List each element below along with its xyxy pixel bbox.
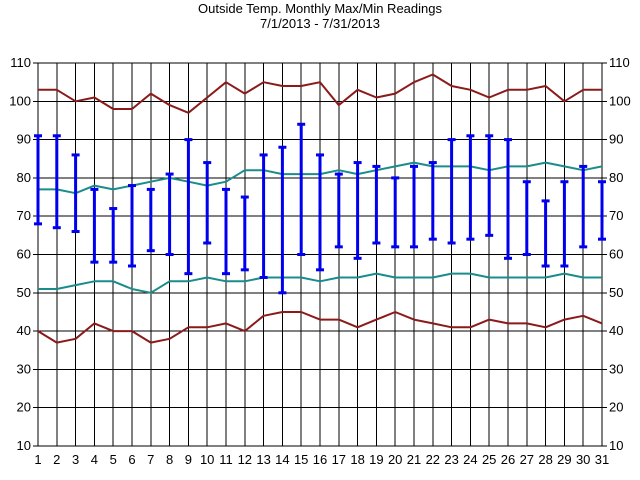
x-tick-label: 10 bbox=[200, 452, 214, 467]
y-tick-label-left: 10 bbox=[17, 438, 31, 453]
y-tick-label-right: 30 bbox=[609, 361, 623, 376]
y-tick-label-right: 10 bbox=[609, 438, 623, 453]
y-tick-label-right: 80 bbox=[609, 170, 623, 185]
x-tick-label: 29 bbox=[557, 452, 571, 467]
x-tick-label: 4 bbox=[91, 452, 98, 467]
y-tick-label-left: 110 bbox=[10, 55, 31, 70]
y-tick-label-left: 60 bbox=[17, 247, 31, 262]
chart-title: Outside Temp. Monthly Max/Min Readings bbox=[198, 1, 442, 16]
normal-low-line bbox=[38, 272, 602, 294]
y-tick-label-right: 20 bbox=[609, 400, 623, 415]
y-tick-label-left: 30 bbox=[17, 361, 31, 376]
x-tick-label: 13 bbox=[256, 452, 270, 467]
y-tick-label-right: 60 bbox=[609, 247, 623, 262]
record-high-line bbox=[38, 73, 602, 114]
y-tick-label-left: 90 bbox=[17, 132, 31, 147]
x-tick-label: 22 bbox=[426, 452, 440, 467]
y-tick-label-right: 110 bbox=[609, 55, 630, 70]
x-tick-label: 9 bbox=[185, 452, 192, 467]
y-tick-label-left: 40 bbox=[17, 323, 31, 338]
x-tick-label: 18 bbox=[350, 452, 364, 467]
x-tick-label: 6 bbox=[128, 452, 135, 467]
y-tick-label-left: 80 bbox=[17, 170, 31, 185]
x-tick-label: 19 bbox=[369, 452, 383, 467]
x-tick-label: 16 bbox=[313, 452, 327, 467]
x-tick-label: 27 bbox=[520, 452, 534, 467]
x-tick-label: 20 bbox=[388, 452, 402, 467]
x-tick-label: 14 bbox=[275, 452, 289, 467]
y-tick-label-right: 70 bbox=[609, 208, 623, 223]
x-tick-label: 31 bbox=[595, 452, 609, 467]
x-tick-label: 26 bbox=[501, 452, 515, 467]
y-tick-label-left: 70 bbox=[17, 208, 31, 223]
x-tick-label: 25 bbox=[482, 452, 496, 467]
x-tick-label: 28 bbox=[538, 452, 552, 467]
x-tick-label: 8 bbox=[166, 452, 173, 467]
y-tick-label-left: 20 bbox=[17, 400, 31, 415]
x-tick-label: 5 bbox=[110, 452, 117, 467]
x-tick-label: 21 bbox=[407, 452, 421, 467]
y-tick-label-right: 100 bbox=[609, 93, 631, 108]
x-tick-label: 1 bbox=[34, 452, 41, 467]
y-tick-label-right: 50 bbox=[609, 285, 623, 300]
x-tick-label: 7 bbox=[147, 452, 154, 467]
x-tick-label: 12 bbox=[238, 452, 252, 467]
record-low-line bbox=[37, 311, 603, 344]
daily-range-bars bbox=[34, 122, 606, 295]
x-tick-label: 30 bbox=[576, 452, 590, 467]
x-tick-label: 24 bbox=[463, 452, 477, 467]
x-tick-label: 17 bbox=[332, 452, 346, 467]
y-tick-label-left: 50 bbox=[17, 285, 31, 300]
y-tick-label-right: 90 bbox=[609, 132, 623, 147]
x-tick-label: 15 bbox=[294, 452, 308, 467]
x-tick-label: 3 bbox=[72, 452, 79, 467]
x-tick-label: 11 bbox=[219, 452, 233, 467]
y-tick-label-left: 100 bbox=[9, 93, 31, 108]
tick-labels: 10 10 20 20 30 30 40 40 50 50 60 60 70 70 80 80 90 90 100 1… bbox=[9, 55, 630, 467]
chart-subtitle: 7/1/2013 - 7/31/2013 bbox=[260, 16, 380, 31]
x-tick-label: 2 bbox=[53, 452, 60, 467]
y-tick-label-right: 40 bbox=[609, 323, 623, 338]
x-tick-label: 23 bbox=[444, 452, 458, 467]
